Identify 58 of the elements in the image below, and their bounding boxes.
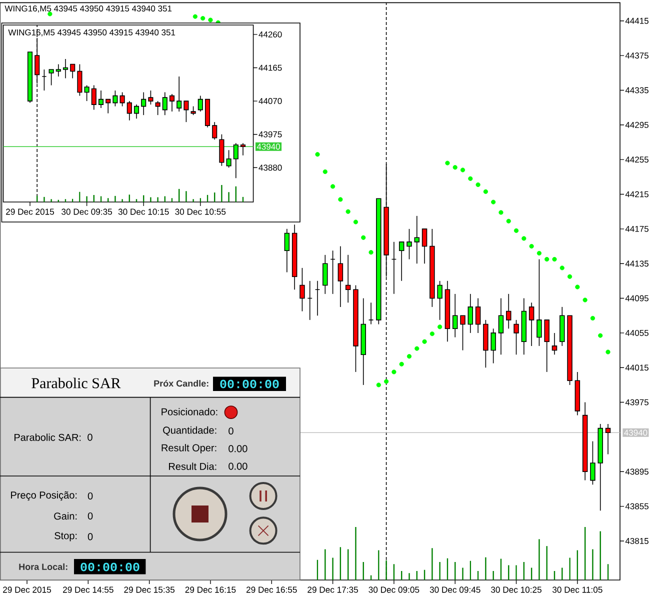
ref-line-label: 43940 xyxy=(624,430,648,436)
y-tick-label: 43815 xyxy=(625,538,648,544)
x-tick-label: 30 Dec 10:25 xyxy=(491,586,542,593)
y-tick-label: 44335 xyxy=(625,87,648,94)
x-tick-label: 29 Dec 14:55 xyxy=(63,586,114,593)
x-tick-label: 29 Dec 2015 xyxy=(3,586,52,593)
annotation: Hora Local: xyxy=(19,563,68,570)
annotation: Result Oper: xyxy=(162,444,216,454)
x-tick-label: 29 Dec 2015 xyxy=(6,208,54,215)
annotation: 0 xyxy=(88,492,93,500)
y-tick-label: 43975 xyxy=(625,399,648,406)
x-tick-label: 30 Dec 10:15 xyxy=(118,208,169,215)
annotation: 0 xyxy=(88,533,93,540)
y-tick-label: 43975 xyxy=(258,131,282,138)
y-tick-label: 44175 xyxy=(625,226,648,232)
annotation: 0.00 xyxy=(228,445,248,452)
y-tick-label: 44295 xyxy=(625,122,648,128)
chart-title: WING16,M5 43945 43950 43915 43940 351 xyxy=(8,29,176,36)
y-tick-label: 44015 xyxy=(625,364,648,371)
y-tick-label: 44260 xyxy=(258,31,282,38)
annotation: Gain: xyxy=(54,512,77,520)
y-tick-label: 44165 xyxy=(258,64,282,71)
annotation: 00:00:00 xyxy=(220,380,279,388)
y-tick-label: 43880 xyxy=(258,164,282,171)
y-tick-label: 44375 xyxy=(625,52,648,59)
x-tick-label: 30 Dec 11:05 xyxy=(552,586,602,593)
y-tick-label: 44135 xyxy=(625,260,648,267)
x-tick-label: 29 Dec 16:55 xyxy=(246,586,297,593)
annotation: 0 xyxy=(88,512,93,520)
y-tick-label: 44070 xyxy=(258,98,282,104)
y-tick-label: 44055 xyxy=(625,330,648,336)
y-tick-label: 44095 xyxy=(625,295,648,302)
annotation: Posicionado: xyxy=(162,408,218,416)
y-tick-label: 43855 xyxy=(625,503,648,510)
annotation: 0.00 xyxy=(228,462,248,470)
annotation: Quantidade: xyxy=(163,426,216,436)
x-tick-label: 30 Dec 09:35 xyxy=(62,208,112,215)
y-tick-label: 43895 xyxy=(625,468,648,475)
annotation: Próx Candle: xyxy=(154,380,208,387)
x-tick-label: 30 Dec 10:55 xyxy=(175,208,226,215)
annotation: 00:00:00 xyxy=(80,562,140,572)
y-tick-label: 44215 xyxy=(625,191,648,198)
y-tick-label: 44255 xyxy=(625,156,648,163)
x-tick-label: 29 Dec 15:35 xyxy=(124,586,175,593)
annotation: Result Dia: xyxy=(169,462,216,470)
x-tick-label: 29 Dec 16:15 xyxy=(185,586,236,593)
x-tick-label: 30 Dec 09:45 xyxy=(430,586,480,593)
annotation: Preço Posição: xyxy=(11,491,77,501)
annotation: 0 xyxy=(228,427,234,435)
annotation: 0 xyxy=(88,434,92,441)
x-tick-label: 29 Dec 17:35 xyxy=(308,586,358,593)
chart-title: WING16,M5 43945 43950 43915 43940 351 xyxy=(4,5,172,13)
annotation: Parabolic SAR: xyxy=(14,434,81,441)
annotation: Stop: xyxy=(54,532,77,542)
text: Parabolic SAR xyxy=(32,378,121,388)
ref-line-label: 43940 xyxy=(256,144,280,150)
x-tick-label: 30 Dec 09:05 xyxy=(368,586,420,593)
y-tick-label: 44415 xyxy=(625,18,648,24)
